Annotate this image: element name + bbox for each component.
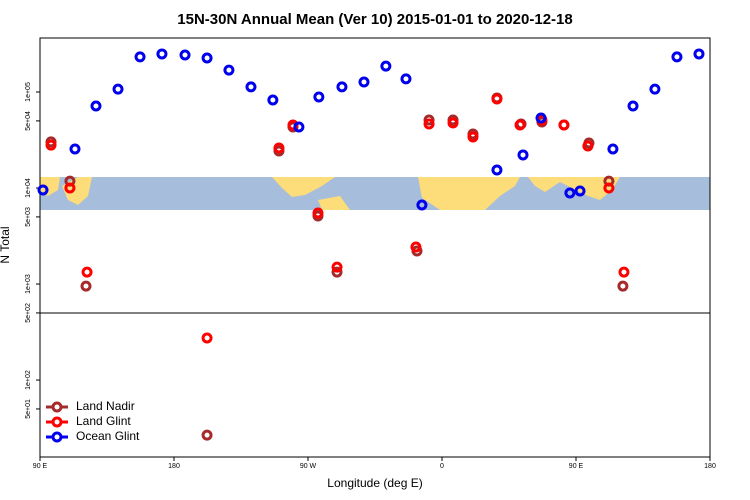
point (336, 81, 348, 93)
x-tick-label: 90 W (300, 463, 317, 470)
point (535, 112, 547, 124)
point (331, 261, 343, 273)
land (40, 177, 60, 196)
point (179, 49, 191, 61)
y-axis-label: N Total (0, 226, 12, 263)
point (90, 100, 102, 112)
point (447, 117, 459, 129)
point (423, 118, 435, 130)
point (564, 187, 576, 199)
legend-marker (51, 401, 63, 413)
x-axis-label: Longitude (deg E) (327, 476, 422, 490)
point (313, 91, 325, 103)
point (201, 332, 213, 344)
point (312, 207, 324, 219)
point (380, 60, 392, 72)
point (37, 184, 49, 196)
point (416, 199, 428, 211)
point (693, 48, 705, 60)
point (80, 280, 92, 292)
point (618, 266, 630, 278)
point (69, 143, 81, 155)
point (607, 143, 619, 155)
point (331, 266, 343, 278)
point (603, 182, 615, 194)
legend-label: Land Nadir (76, 399, 135, 413)
legend-label: Land Glint (76, 414, 131, 428)
land (272, 177, 335, 197)
point (45, 139, 57, 151)
y-tick-label: 1e+05 (25, 82, 32, 102)
x-tick-label: 0 (440, 463, 444, 470)
point (491, 164, 503, 176)
point (410, 241, 422, 253)
x-tick-label: 180 (704, 463, 716, 470)
chart-title: 15N-30N Annual Mean (Ver 10) 2015-01-01 … (177, 11, 572, 28)
plot-frame (39, 37, 711, 458)
legend-label: Ocean Glint (76, 429, 140, 443)
point (358, 76, 370, 88)
point (467, 131, 479, 143)
land (528, 177, 620, 200)
point (223, 64, 235, 76)
x-tick-label: 180 (168, 463, 180, 470)
point (627, 100, 639, 112)
y-tick-label: 5e+01 (25, 399, 32, 419)
map-band (40, 177, 710, 210)
point (582, 140, 594, 152)
point (574, 185, 586, 197)
y-tick-label: 5e+04 (25, 111, 32, 131)
land (418, 177, 520, 210)
point (423, 114, 435, 126)
point (112, 83, 124, 95)
point (517, 149, 529, 161)
y-tick-label: 1e+02 (25, 370, 32, 390)
y-tick-label: 1e+03 (25, 274, 32, 294)
point (201, 429, 213, 441)
point (245, 81, 257, 93)
x-tick-label: 90 E (569, 463, 584, 470)
point (134, 51, 146, 63)
point (671, 51, 683, 63)
land (318, 196, 350, 210)
y-tick-label: 1e+04 (25, 178, 32, 198)
y-tick-label: 5e+03 (25, 207, 32, 227)
point (649, 83, 661, 95)
point (617, 280, 629, 292)
x-tick-label: 90 E (33, 463, 48, 470)
point (156, 48, 168, 60)
point (491, 93, 503, 105)
point (558, 119, 570, 131)
point (81, 266, 93, 278)
point (514, 119, 526, 131)
point (201, 52, 213, 64)
point (273, 142, 285, 154)
point (267, 94, 279, 106)
point (293, 121, 305, 133)
point (400, 73, 412, 85)
y-tick-label: 5e+02 (25, 303, 32, 323)
point (64, 182, 76, 194)
legend-marker (51, 416, 63, 428)
legend-marker (51, 431, 63, 443)
